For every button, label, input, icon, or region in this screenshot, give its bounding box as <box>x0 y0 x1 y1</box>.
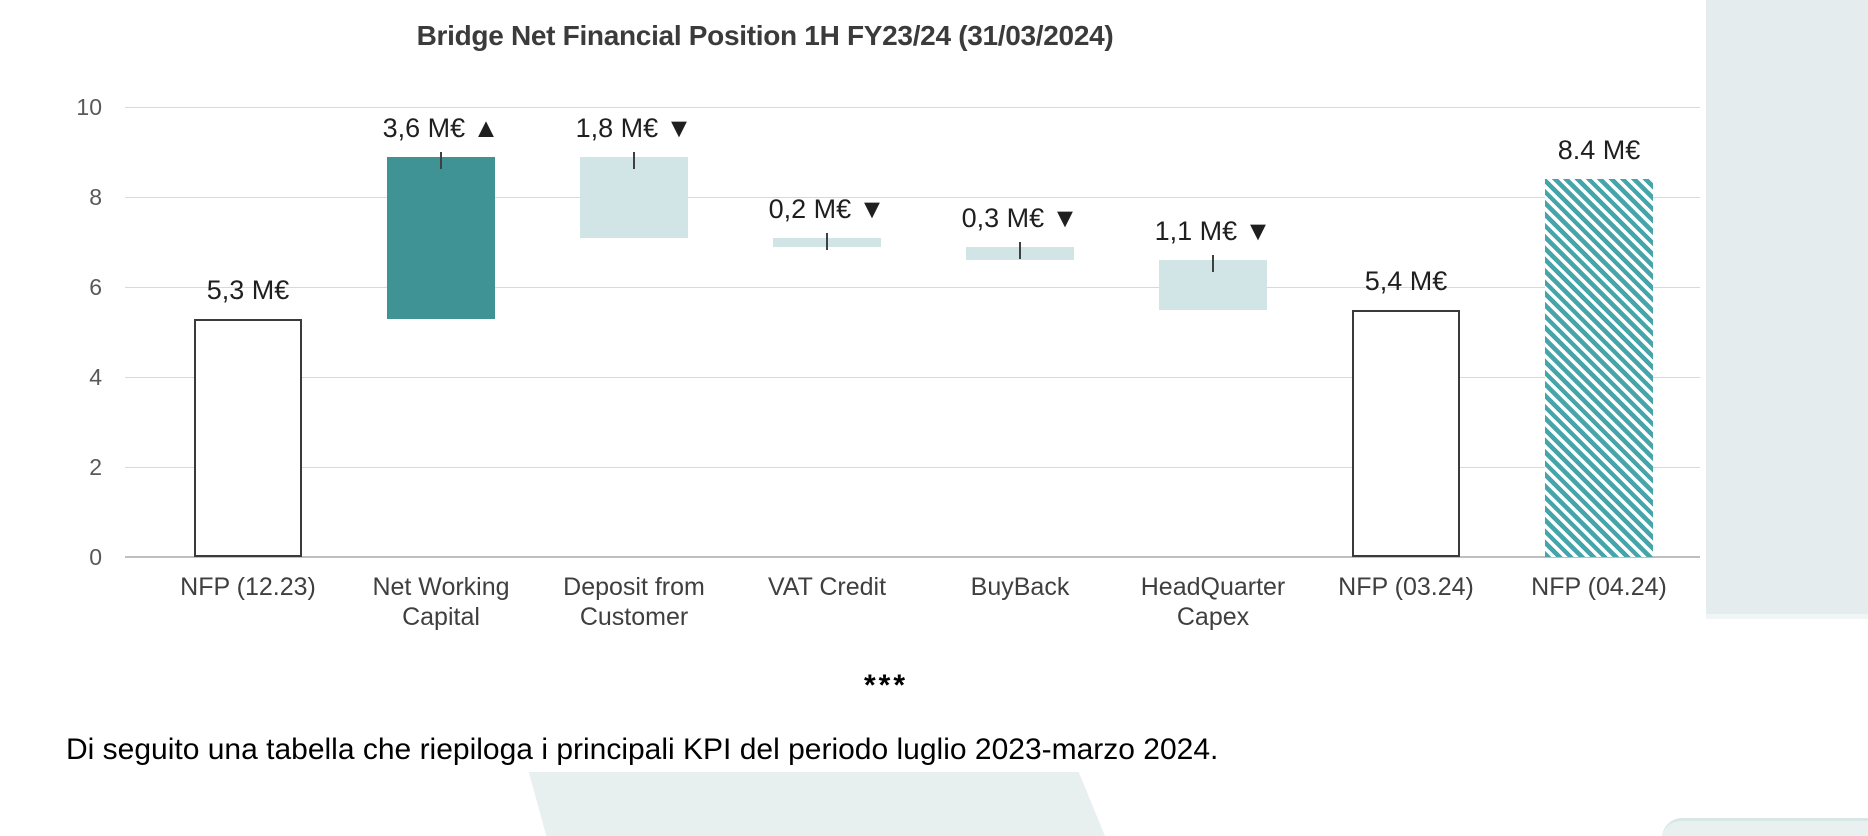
label-leader-tick <box>633 151 635 169</box>
x-category-label: NFP (03.24) <box>1338 573 1474 601</box>
y-tick-label: 4 <box>89 364 102 390</box>
x-category-label: Net Working Capital <box>372 573 510 631</box>
label-leader-tick <box>826 232 828 250</box>
bar-value-label: 0,3 M€ ▼ <box>961 202 1079 233</box>
bar-value-label: 3,6 M€ ▲ <box>382 112 500 143</box>
gridline <box>125 197 1700 198</box>
x-category-label: NFP (04.24) <box>1531 573 1667 601</box>
bar-value-label: 5,3 M€ <box>206 274 290 305</box>
x-category-label: BuyBack <box>970 573 1070 601</box>
gridline <box>125 107 1700 108</box>
chart-title: Bridge Net Financial Position 1H FY23/24… <box>416 20 1114 51</box>
bar-value-label: 1,1 M€ ▼ <box>1154 216 1272 246</box>
gridline <box>125 287 1700 288</box>
x-category-label: HeadQuarter Capex <box>1140 573 1286 631</box>
waterfall-bar-net-working-capital <box>387 156 495 319</box>
section-divider: *** <box>863 669 909 702</box>
y-tick-label: 2 <box>89 454 102 480</box>
label-leader-tick <box>440 151 442 169</box>
waterfall-bar-nfp-12-23- <box>194 318 302 557</box>
body-paragraph: Di seguito una tabella che riepiloga i p… <box>66 733 1219 766</box>
bar-value-label: 5,4 M€ <box>1364 265 1448 296</box>
x-category-label: VAT Credit <box>767 573 887 601</box>
bar-value-label: 8.4 M€ <box>1557 135 1641 165</box>
waterfall-bar-deposit-from-customer <box>580 156 688 238</box>
y-tick-label: 8 <box>89 184 102 210</box>
y-tick-label: 6 <box>89 274 102 300</box>
label-leader-tick <box>1212 255 1214 272</box>
bar-value-label: 0,2 M€ ▼ <box>768 193 886 224</box>
decorative-bottom-parallelogram <box>528 772 1105 836</box>
x-axis-line <box>125 556 1700 558</box>
waterfall-bar-nfp-03-24- <box>1352 309 1460 557</box>
x-category-label: Deposit from Customer <box>563 573 705 631</box>
label-leader-tick <box>1019 241 1021 259</box>
decorative-right-panel <box>1706 0 1868 619</box>
y-tick-label: 10 <box>76 94 102 120</box>
y-tick-label: 0 <box>89 544 102 570</box>
decorative-bottom-right-shape <box>1662 818 1868 836</box>
gridline <box>125 377 1700 378</box>
gridline <box>125 467 1700 468</box>
bar-value-label: 1,8 M€ ▼ <box>575 112 693 143</box>
waterfall-bar-nfp-04-24- <box>1545 179 1653 557</box>
x-category-label: NFP (12.23) <box>180 573 316 601</box>
